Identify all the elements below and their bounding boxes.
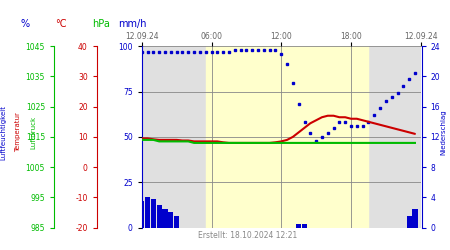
Text: hPa: hPa xyxy=(92,19,110,29)
Bar xyxy=(162,208,167,228)
Text: °C: °C xyxy=(55,19,67,29)
Bar xyxy=(302,224,307,228)
Bar xyxy=(157,205,162,228)
Bar xyxy=(174,216,179,228)
Bar xyxy=(145,197,150,228)
Text: %: % xyxy=(20,19,29,29)
Bar xyxy=(139,201,144,228)
Bar xyxy=(168,212,173,228)
Text: Niederschlag: Niederschlag xyxy=(440,110,446,155)
Bar xyxy=(296,224,302,228)
Bar xyxy=(151,199,156,228)
Bar xyxy=(412,208,418,228)
Text: Erstellt: 18.10.2024 12:21: Erstellt: 18.10.2024 12:21 xyxy=(198,231,297,240)
Text: Luftdruck: Luftdruck xyxy=(31,116,37,149)
Text: Temperatur: Temperatur xyxy=(15,112,21,152)
Bar xyxy=(206,46,369,228)
Bar xyxy=(406,216,412,228)
Text: Luftfeuchtigkeit: Luftfeuchtigkeit xyxy=(0,105,6,160)
Text: mm/h: mm/h xyxy=(118,19,147,29)
